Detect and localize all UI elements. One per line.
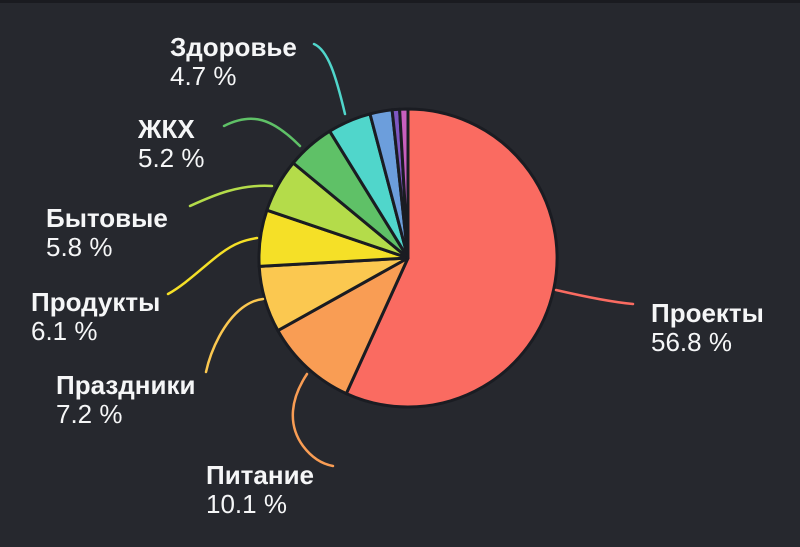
callout-lines-group (166, 42, 635, 468)
slice-percent-produkty: 6.1 % (31, 316, 98, 346)
slice-label-proekty: Проекты 56.8 % (651, 299, 764, 357)
slice-name-bytovye: Бытовые (46, 203, 168, 233)
pie-slice-Питание (276, 256, 410, 396)
callout-line-Праздники (204, 297, 265, 374)
callout-line-Бытовые (188, 184, 274, 208)
slice-name-zhkh: ЖКХ (138, 114, 195, 144)
slice-name-zdorovye: Здоровье (170, 32, 297, 62)
slice-label-prazdniki: Праздники 7.2 % (56, 371, 195, 429)
slice-percent-bytovye: 5.8 % (46, 232, 113, 262)
slice-name-prazdniki: Праздники (56, 370, 196, 400)
pie-slices-group (257, 107, 559, 409)
slice-name-produkty: Продукты (31, 287, 161, 317)
callout-line-Питание (291, 372, 335, 468)
callout-line-Проекты (554, 288, 635, 306)
slice-name-pitanie: Питание (206, 460, 315, 490)
callout-line-Продукты (166, 236, 259, 296)
slice-label-bytovye: Бытовые 5.8 % (46, 204, 168, 262)
slice-percent-pitanie: 10.1 % (206, 489, 287, 519)
slice-percent-proekty: 56.8 % (651, 327, 732, 357)
slice-name-proekty: Проекты (651, 298, 764, 328)
slice-percent-zdorovye: 4.7 % (170, 61, 237, 91)
top-border (0, 0, 800, 3)
callout-line-ЖКХ (222, 117, 302, 148)
slice-label-produkty: Продукты 6.1 % (31, 288, 160, 346)
slice-percent-zhkh: 5.2 % (138, 143, 205, 173)
pie-slice-unlabeled-9 (398, 107, 410, 260)
callout-line-Здоровье (312, 42, 347, 116)
pie-slice-Проекты (344, 107, 559, 409)
slice-label-pitanie: Питание 10.1 % (206, 461, 314, 519)
slice-percent-prazdniki: 7.2 % (56, 399, 123, 429)
slice-label-zdorovye: Здоровье 4.7 % (170, 33, 297, 91)
slice-label-zhkh: ЖКХ 5.2 % (138, 115, 205, 173)
